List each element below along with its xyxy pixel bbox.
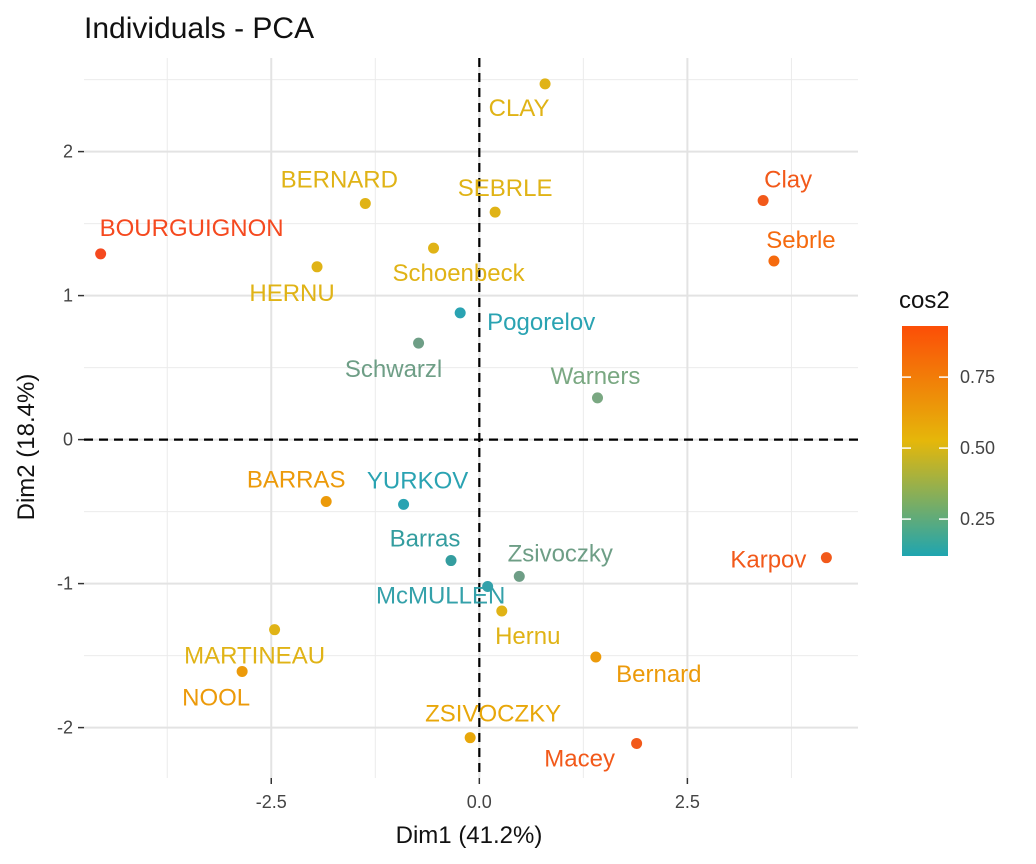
point-label-zsivoczky: Zsivoczky [508,540,613,567]
point-label-nool: NOOL [182,684,250,711]
point-barras [320,496,332,508]
y-tick-label: 1 [63,286,73,306]
point-hernu [311,261,323,273]
legend-tick-label: 0.50 [960,438,995,458]
cos2-legend: cos2 0.25 0.50 0.75 [899,287,995,556]
point-label-barras: Barras [390,526,461,553]
point-label-clay: Clay [764,167,812,194]
point-schwarzl [413,337,425,349]
plot-panel: SEBRLE CLAY BERNARD YURKOV ZSIVOCZKY McMULLEN… [84,58,858,778]
point-label-hernu: Hernu [495,623,560,650]
point-mcmullen [482,580,494,592]
y-tick-label: -2 [57,718,73,738]
point-barras [445,555,457,567]
minor-gridlines [84,58,858,778]
point-label-zsivoczky: ZSIVOCZKY [425,701,561,728]
y-tick-label: -1 [57,574,73,594]
point-yurkov [398,498,410,510]
point-clay [539,78,551,90]
point-bourguignon [95,248,107,260]
point-label-martineau: MARTINEAU [184,643,325,670]
x-axis-title: Dim1 (41.2%) [396,822,543,849]
point-martineau [269,624,281,636]
major-gridlines [84,58,858,778]
point-karpov [820,552,832,564]
point-label-bourguignon: BOURGUIGNON [100,215,284,242]
point-hernu [496,605,508,617]
point-label-sebrle: Sebrle [766,227,835,254]
legend-title: cos2 [899,287,950,314]
data-points [95,78,832,749]
legend-colorbar [902,326,948,556]
point-label-warners: Warners [551,363,641,390]
point-label-mcmullen: McMULLEN [376,582,505,609]
point-label-pogorelov: Pogorelov [487,309,595,336]
point-label-bernard: BERNARD [281,166,398,193]
x-tick-label: -2.5 [256,792,287,812]
point-labels: SEBRLE CLAY BERNARD YURKOV ZSIVOCZKY McMULLEN… [100,95,836,773]
legend-tick-label: 0.25 [960,509,995,529]
point-bernard [590,651,602,663]
y-axis-title: Dim2 (18.4%) [13,374,40,521]
x-tick-label: 0.0 [467,792,492,812]
point-macey [631,737,643,749]
y-tick-label: 0 [63,430,73,450]
x-axis: -2.5 0.0 2.5 [256,778,700,812]
point-label-yurkov: YURKOV [367,467,468,494]
point-zsivoczky [513,570,525,582]
point-warners [592,392,604,404]
point-nool [236,665,248,677]
point-schoenbeck [428,242,440,254]
point-pogorelov [454,307,466,319]
y-axis: -2 -1 0 1 2 [57,142,84,738]
x-tick-label: 2.5 [675,792,700,812]
legend-tick-label: 0.75 [960,367,995,387]
point-zsivoczky [464,732,476,744]
legend-ticks: 0.25 0.50 0.75 [902,367,995,529]
point-label-sebrle: SEBRLE [458,175,553,202]
point-sebrle [489,206,501,218]
point-label-karpov: Karpov [730,547,806,574]
chart-title: Individuals - PCA [84,12,314,45]
point-label-clay: CLAY [489,95,550,122]
point-label-macey: Macey [544,745,615,772]
reference-lines [84,58,858,778]
point-label-schwarzl: Schwarzl [345,356,442,383]
point-label-schoenbeck: Schoenbeck [393,260,526,287]
point-bernard [359,197,371,209]
point-label-barras: BARRAS [247,467,346,494]
y-tick-label: 2 [63,142,73,162]
point-clay [757,195,769,207]
point-sebrle [768,255,780,267]
point-label-bernard: Bernard [616,661,701,688]
point-label-hernu: HERNU [249,280,334,307]
